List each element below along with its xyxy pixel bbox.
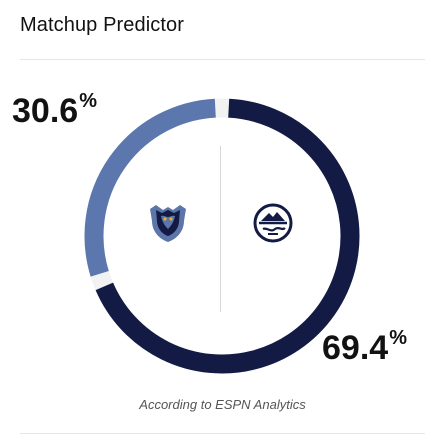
left-team-percentage-value: 30.6: [12, 92, 79, 130]
left-team-percentage: 30.6%: [12, 91, 97, 130]
nuggets-logo-icon: [253, 203, 293, 243]
left-team-probability-arc: [84, 98, 216, 277]
right-team-percentage-symbol: %: [389, 327, 407, 349]
win-probability-donut: [84, 98, 360, 374]
team-divider: [220, 146, 221, 312]
left-team-percentage-symbol: %: [79, 90, 97, 112]
grizzlies-logo-icon: [150, 205, 186, 242]
header-divider: [20, 59, 425, 60]
widget-title: Matchup Predictor: [20, 14, 184, 36]
right-team-probability-arc: [95, 98, 360, 374]
analytics-source-note: According to ESPN Analytics: [139, 397, 306, 412]
right-team-percentage-value: 69.4: [322, 329, 389, 367]
right-team-percentage: 69.4%: [322, 328, 407, 367]
